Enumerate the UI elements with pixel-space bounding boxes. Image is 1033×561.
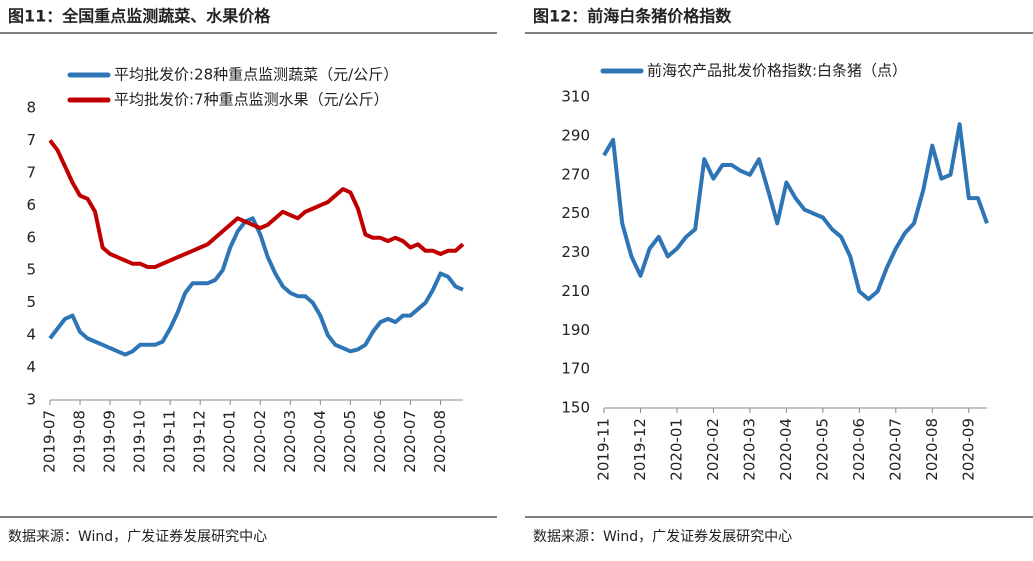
x-tick-label: 2019-08 (71, 410, 89, 473)
x-tick-label: 2019-11 (161, 410, 179, 473)
y-tick-label: 230 (561, 243, 590, 261)
x-tick-label: 2020-09 (959, 418, 977, 481)
y-tick-label: 3 (26, 391, 36, 409)
chart-title: 图11：全国重点监测蔬菜、水果价格 (8, 7, 271, 26)
y-tick-label: 5 (26, 293, 36, 311)
x-tick-label: 2020-04 (311, 410, 329, 473)
x-tick-label: 2020-08 (431, 410, 449, 473)
legend-label: 平均批发价:28种重点监测蔬菜（元/公斤） (114, 66, 398, 84)
legend-label: 前海农产品批发价格指数:白条猪（点） (647, 62, 907, 80)
x-tick-label: 2020-02 (251, 410, 269, 473)
x-tick-label: 2019-10 (131, 410, 149, 473)
x-tick-label: 2020-03 (281, 410, 299, 473)
x-tick-label: 2020-01 (667, 418, 685, 481)
x-tick-label: 2020-07 (886, 418, 904, 481)
x-tick-label: 2019-07 (41, 410, 59, 473)
series-line (602, 122, 989, 302)
y-tick-label: 7 (26, 131, 36, 149)
x-tick-label: 2019-11 (595, 418, 613, 481)
x-tick-label: 2020-05 (813, 418, 831, 481)
source-note: 数据来源：Wind，广发证券发展研究中心 (8, 529, 267, 545)
x-tick-label: 2020-06 (371, 410, 389, 473)
x-tick-label: 2020-04 (777, 418, 795, 481)
x-tick-label: 2019-09 (101, 410, 119, 473)
x-tick-label: 2020-05 (341, 410, 359, 473)
y-tick-label: 4 (26, 326, 36, 344)
x-tick-label: 2020-06 (850, 418, 868, 481)
x-tick-label: 2019-12 (631, 418, 649, 481)
x-tick-label: 2020-08 (923, 418, 941, 481)
source-note: 数据来源：Wind，广发证券发展研究中心 (533, 529, 792, 545)
x-tick-label: 2020-01 (221, 410, 239, 473)
y-tick-label: 270 (561, 165, 590, 183)
y-tick-label: 250 (561, 204, 590, 222)
y-tick-label: 5 (26, 261, 36, 279)
y-tick-label: 190 (561, 321, 590, 339)
series-line (48, 139, 465, 269)
y-tick-label: 310 (561, 88, 590, 106)
y-tick-label: 6 (26, 228, 36, 246)
x-tick-label: 2020-03 (740, 418, 758, 481)
y-tick-label: 8 (26, 99, 36, 117)
y-tick-label: 290 (561, 126, 590, 144)
x-tick-label: 2020-07 (401, 410, 419, 473)
legend-label: 平均批发价:7种重点监测水果（元/公斤） (114, 91, 389, 109)
y-tick-label: 210 (561, 282, 590, 300)
chart-title: 图12：前海白条猪价格指数 (533, 7, 732, 26)
x-tick-label: 2020-02 (704, 418, 722, 481)
y-tick-label: 7 (26, 163, 36, 181)
y-tick-label: 170 (561, 360, 590, 378)
y-tick-label: 6 (26, 196, 36, 214)
y-tick-label: 150 (561, 399, 590, 417)
y-tick-label: 4 (26, 358, 36, 376)
x-tick-label: 2019-12 (191, 410, 209, 473)
